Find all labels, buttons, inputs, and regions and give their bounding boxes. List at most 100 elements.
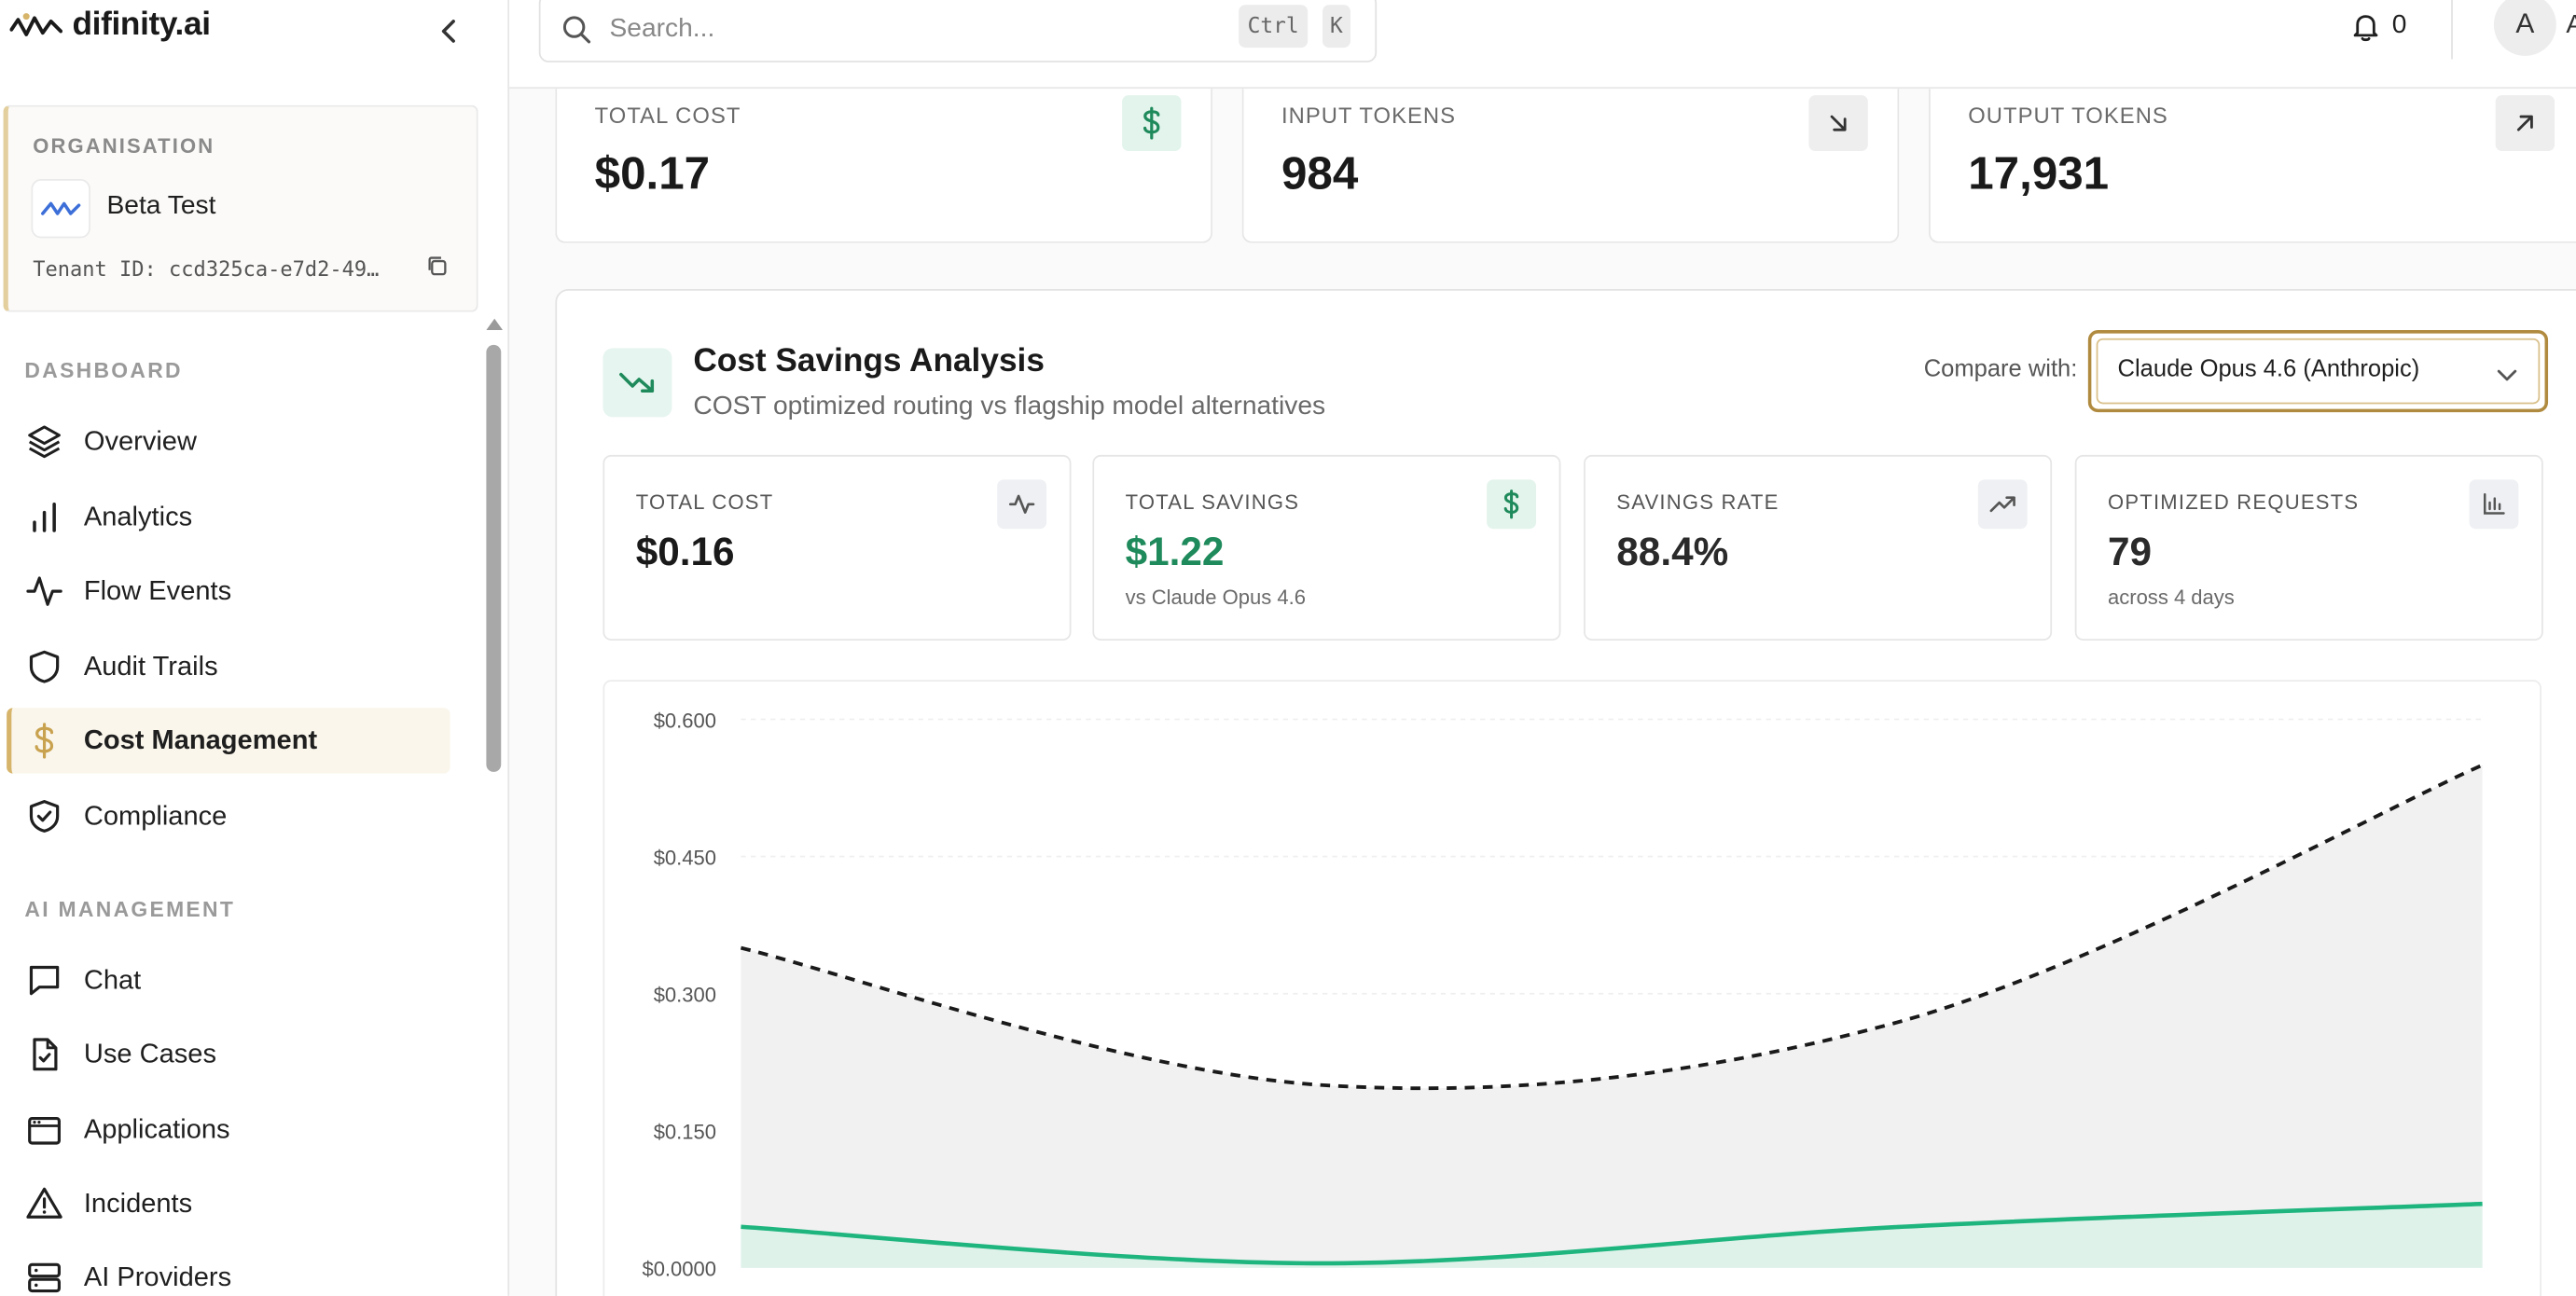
kpi-label: INPUT TOKENS: [1281, 103, 1457, 129]
sidebar-item-label: AI Providers: [83, 1262, 232, 1292]
stat-value: $0.16: [635, 530, 735, 575]
arrow-down-right-icon: [1808, 95, 1868, 152]
stat-total-cost: TOTAL COST $0.16: [602, 454, 1072, 641]
sidebar-item-incidents[interactable]: Incidents: [7, 1171, 450, 1236]
compare-label: Compare with:: [1923, 356, 2078, 383]
bar-chart-icon: [24, 498, 63, 537]
organisation-name: Beta Test: [106, 192, 216, 221]
y-tick-label: $0.600: [654, 709, 716, 732]
bell-icon: [2353, 15, 2378, 42]
series-0-line: [740, 763, 2484, 1091]
stat-label: SAVINGS RATE: [1616, 490, 1780, 515]
sidebar-item-use-cases[interactable]: Use Cases: [7, 1022, 450, 1087]
sidebar-item-label: Overview: [83, 426, 197, 456]
y-tick-label: $0.450: [654, 846, 716, 869]
sidebar-item-ai-providers[interactable]: AI Providers: [7, 1245, 450, 1296]
user-name-truncated[interactable]: A: [2566, 11, 2576, 41]
message-square-icon: [24, 960, 63, 1000]
organisation-label: ORGANISATION: [33, 134, 215, 159]
collapse-sidebar-button[interactable]: [431, 13, 467, 49]
top-header: Search... Ctrl K 0 A A: [509, 0, 2576, 90]
sidebar-scrollbar[interactable]: [486, 344, 502, 772]
kpi-total-cost: TOTAL COST $0.17: [555, 89, 1212, 243]
kbd-k: K: [1322, 5, 1350, 48]
stat-label: TOTAL COST: [635, 490, 774, 515]
notifications-button[interactable]: 0: [2349, 10, 2406, 43]
sidebar-item-cost-management[interactable]: Cost Management: [7, 708, 450, 774]
sidebar-item-flow-events[interactable]: Flow Events: [7, 558, 450, 624]
shield-check-icon: [24, 796, 63, 835]
compare-select-inner: [2096, 338, 2541, 405]
dollar-icon: [1487, 479, 1536, 530]
chart-svg: $0.600 $0.450 $0.300 $0.150 $0.0000: [642, 709, 2484, 1281]
sidebar-item-compliance[interactable]: Compliance: [7, 783, 450, 848]
search-input[interactable]: Search... Ctrl K: [538, 0, 1378, 62]
shield-icon: [24, 647, 63, 686]
sidebar: difinity.ai ORGANISATION Beta Test Tenan…: [0, 0, 510, 1296]
y-tick-label: $0.0000: [642, 1258, 716, 1281]
series-1-area: [741, 1204, 2483, 1268]
stat-value: $1.22: [1125, 530, 1225, 575]
sidebar-item-chat[interactable]: Chat: [7, 947, 450, 1013]
kpi-input-tokens: INPUT TOKENS 984: [1241, 89, 1900, 243]
sidebar-item-audit-trails[interactable]: Audit Trails: [7, 634, 450, 699]
brand-name: difinity.ai: [72, 7, 212, 43]
stat-sub: vs Claude Opus 4.6: [1125, 586, 1307, 610]
series-0-area: [741, 765, 2483, 1268]
sidebar-item-overview[interactable]: Overview: [7, 409, 450, 475]
file-check-icon: [24, 1035, 63, 1074]
dashboard-section-label: DASHBOARD: [24, 358, 183, 383]
panel-subtitle: COST optimized routing vs flagship model…: [693, 392, 1326, 421]
ai-management-section-label: AI MANAGEMENT: [24, 896, 236, 922]
chevron-left-icon: [441, 20, 455, 43]
search-icon: [561, 15, 591, 53]
activity-icon: [997, 479, 1047, 530]
dollar-icon: [1122, 95, 1182, 152]
server-icon: [24, 1258, 63, 1296]
kpi-value: 17,931: [1968, 147, 2110, 200]
sidebar-item-label: Cost Management: [83, 724, 318, 755]
series-1-line: [741, 1201, 2483, 1266]
kpi-label: TOTAL COST: [594, 103, 741, 129]
sidebar-item-label: Audit Trails: [83, 651, 218, 682]
sidebar-item-label: Flow Events: [83, 575, 232, 606]
organisation-avatar: [31, 179, 90, 239]
cost-savings-panel: Cost Savings Analysis COST optimized rou…: [555, 289, 2576, 1296]
kbd-ctrl: Ctrl: [1239, 5, 1309, 48]
stat-savings-rate: SAVINGS RATE 88.4%: [1584, 454, 2053, 641]
layers-icon: [24, 422, 63, 462]
kpi-value: $0.17: [594, 147, 711, 200]
compare-model-select[interactable]: Claude Opus 4.6 (Anthropic): [2087, 330, 2549, 413]
sidebar-item-analytics[interactable]: Analytics: [7, 485, 450, 550]
sidebar-item-label: Applications: [83, 1114, 230, 1144]
sidebar-item-label: Incidents: [83, 1188, 193, 1219]
sidebar-item-applications[interactable]: Applications: [7, 1097, 450, 1163]
stat-optimized-requests: OPTIMIZED REQUESTS 79 across 4 days: [2074, 454, 2543, 641]
sidebar-item-label: Chat: [83, 964, 142, 995]
scroll-up-arrow-icon[interactable]: [486, 318, 504, 331]
stat-total-savings: TOTAL SAVINGS $1.22 vs Claude Opus 4.6: [1092, 454, 1561, 641]
y-tick-label: $0.150: [654, 1121, 716, 1144]
sidebar-item-label: Use Cases: [83, 1039, 216, 1069]
copy-icon[interactable]: [425, 255, 449, 285]
trending-down-icon: [602, 348, 672, 418]
brand[interactable]: difinity.ai: [9, 7, 212, 45]
bar-chart-icon: [2469, 479, 2519, 530]
arrow-up-right-icon: [2495, 95, 2555, 152]
panel-title: Cost Savings Analysis: [693, 343, 1045, 379]
kpi-output-tokens: OUTPUT TOKENS 17,931: [1928, 89, 2576, 243]
y-tick-label: $0.300: [654, 984, 716, 1007]
app-window-icon: [24, 1110, 63, 1150]
sidebar-item-label: Compliance: [83, 800, 228, 831]
savings-chart: $0.600 $0.450 $0.300 $0.150 $0.0000: [602, 680, 2542, 1296]
header-divider: [2451, 0, 2453, 60]
search-placeholder: Search...: [609, 14, 715, 43]
trending-up-icon: [1977, 479, 2028, 530]
user-avatar[interactable]: A: [2493, 0, 2556, 56]
org-wave-icon: [41, 201, 81, 215]
activity-icon: [24, 572, 63, 611]
stat-label: TOTAL SAVINGS: [1125, 490, 1300, 515]
stat-label: OPTIMIZED REQUESTS: [2107, 490, 2360, 515]
alert-triangle-icon: [24, 1184, 63, 1223]
notification-count: 0: [2391, 11, 2407, 40]
